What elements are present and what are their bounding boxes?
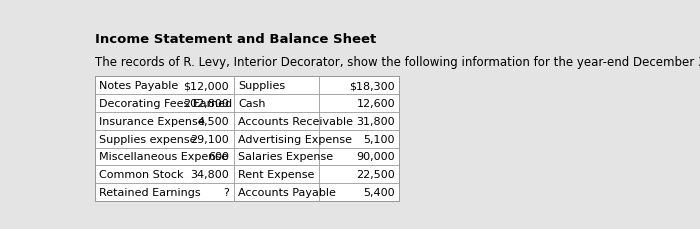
Text: 12,600: 12,600 (356, 98, 395, 109)
Text: Supplies expense: Supplies expense (99, 134, 197, 144)
Text: Salaries Expense: Salaries Expense (238, 152, 333, 162)
Text: Retained Earnings: Retained Earnings (99, 187, 201, 197)
Text: Decorating Fees Earned: Decorating Fees Earned (99, 98, 232, 109)
Text: Cash: Cash (238, 98, 265, 109)
Text: Insurance Expense: Insurance Expense (99, 116, 205, 126)
Text: Notes Payable: Notes Payable (99, 81, 178, 91)
Text: 600: 600 (208, 152, 229, 162)
Text: Common Stock: Common Stock (99, 169, 184, 180)
Text: Accounts Payable: Accounts Payable (238, 187, 336, 197)
Text: Rent Expense: Rent Expense (238, 169, 314, 180)
Text: Income Statement and Balance Sheet: Income Statement and Balance Sheet (95, 33, 377, 46)
Text: 4,500: 4,500 (197, 116, 229, 126)
Text: The records of R. Levy, Interior Decorator, show the following information for t: The records of R. Levy, Interior Decorat… (95, 56, 700, 69)
Text: Advertising Expense: Advertising Expense (238, 134, 352, 144)
FancyBboxPatch shape (95, 77, 400, 201)
Text: Supplies: Supplies (238, 81, 285, 91)
Text: 5,400: 5,400 (363, 187, 395, 197)
Text: 90,000: 90,000 (356, 152, 395, 162)
Text: Miscellaneous Expense: Miscellaneous Expense (99, 152, 228, 162)
Text: 22,500: 22,500 (356, 169, 395, 180)
Text: 202,800: 202,800 (183, 98, 229, 109)
Text: 34,800: 34,800 (190, 169, 229, 180)
Text: ?: ? (223, 187, 229, 197)
Text: $12,000: $12,000 (183, 81, 229, 91)
Text: 29,100: 29,100 (190, 134, 229, 144)
Text: Accounts Receivable: Accounts Receivable (238, 116, 353, 126)
Text: 31,800: 31,800 (356, 116, 395, 126)
Text: 5,100: 5,100 (363, 134, 395, 144)
Text: $18,300: $18,300 (349, 81, 395, 91)
